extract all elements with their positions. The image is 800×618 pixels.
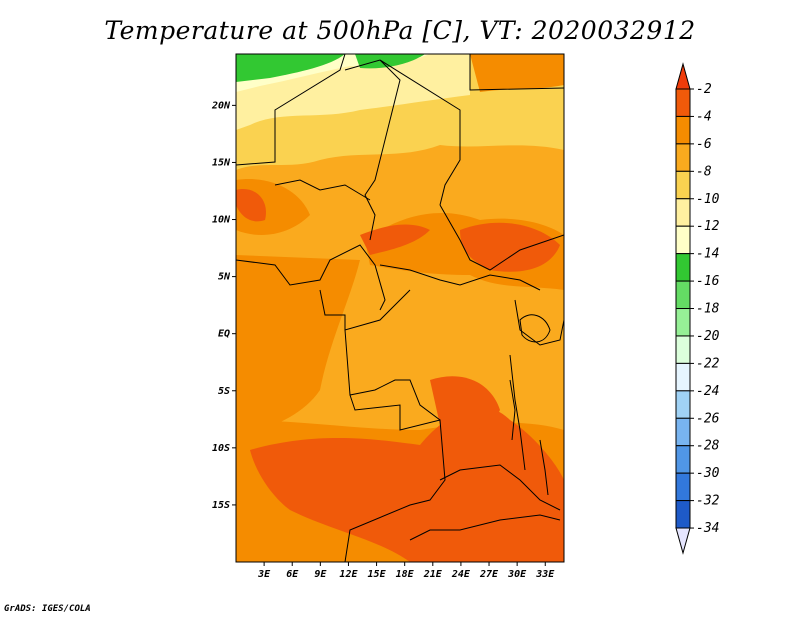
field-central-hot: [360, 224, 430, 255]
lon-tick-label: 21E: [423, 569, 443, 580]
colorbar-swatch: [675, 170, 691, 200]
colorbar-swatch: [675, 390, 691, 419]
field-nw-hot: [236, 189, 266, 222]
colorbar: -2 -4 -6 -8 -10 -12 -14 -16 -18 -20 -22 -24 -26 -28 -3…: [675, 62, 720, 555]
lake-malawi: [539, 439, 549, 496]
border-7: [379, 264, 541, 291]
colorbar-label: -26: [696, 411, 720, 426]
colorbar-top-arrow: [675, 62, 691, 90]
colorbar-swatch: [675, 280, 691, 310]
colorbar-label: -6: [696, 137, 712, 152]
lon-tick-label: 24E: [451, 569, 471, 580]
colorbar-swatch: [675, 335, 691, 364]
lon-tick-label: 18E: [396, 569, 415, 580]
colorbar-label: -12: [696, 219, 720, 234]
map-frame: [235, 53, 565, 563]
lat-tick-label: EQ: [218, 329, 230, 340]
field-ne-warm: [470, 54, 564, 92]
lakes: [509, 314, 551, 496]
field-west-warm: [236, 255, 360, 440]
colorbar-swatch: [675, 115, 691, 145]
colorbar-label: -34: [696, 521, 719, 536]
border-1: [236, 54, 346, 166]
colorbar-swatch: [675, 500, 691, 529]
colorbar-bottom-arrow: [675, 527, 691, 555]
lon-tick-label: 9E: [314, 569, 327, 580]
lon-tick-label: 15E: [368, 569, 387, 580]
lat-tick-label: 15N: [212, 157, 231, 168]
colorbar-swatch: [675, 417, 691, 447]
lake-tanganyika: [509, 379, 516, 441]
field-band-minus14: [236, 54, 345, 82]
border-8: [439, 204, 564, 271]
colorbar-label: -32: [696, 494, 720, 509]
field-east-hot: [460, 222, 560, 272]
colorbar-swatch: [675, 88, 691, 117]
lat-tick-label: 20N: [211, 100, 231, 111]
border-3: [364, 59, 401, 241]
colorbar-label: -22: [696, 356, 720, 371]
chart-title: Temperature at 500hPa [C], VT: 202003291…: [104, 16, 696, 45]
lon-tick-label: 30E: [507, 569, 527, 580]
lat-tick-label: 5S: [218, 386, 230, 397]
lat-tick-label: 10N: [212, 215, 231, 226]
colorbar-label: -28: [696, 439, 720, 454]
latitude-axis: 20N 15N 10N 5N EQ 5S 10S 15S: [211, 100, 236, 511]
colorbar-swatch: [675, 253, 691, 282]
border-14: [509, 354, 526, 471]
border-2: [344, 59, 461, 206]
lat-tick-label: 15S: [212, 500, 230, 511]
lake-victoria: [519, 314, 551, 343]
border-5: [274, 179, 371, 201]
temperature-field: [236, 54, 564, 562]
colorbar-label: -20: [696, 329, 720, 344]
lon-tick-label: 3E: [257, 569, 271, 580]
colorbar-label: -24: [696, 384, 719, 399]
colorbar-label: -14: [696, 247, 719, 262]
field-band-minus14-b: [355, 54, 425, 69]
colorbar-label: -10: [696, 192, 720, 207]
colorbar-swatch: [675, 472, 691, 502]
lon-tick-label: 6E: [286, 569, 299, 580]
border-13: [514, 299, 564, 346]
credit-text: GrADS: IGES/COLA: [4, 604, 91, 614]
border-6: [236, 244, 386, 311]
colorbar-swatch: [675, 225, 691, 255]
colorbar-swatch: [675, 143, 691, 172]
colorbar-label: -8: [696, 164, 712, 179]
colorbar-label: -2: [696, 82, 712, 97]
lon-tick-label: 12E: [339, 569, 358, 580]
lat-tick-label: 10S: [212, 443, 230, 454]
country-borders: [236, 54, 564, 562]
colorbar-label: -30: [696, 466, 720, 481]
longitude-axis: 3E 6E 9E 12E 15E 18E 21E 24E 27E 30E 33E: [257, 562, 555, 580]
colorbar-swatch: [675, 445, 691, 474]
colorbar-swatch: [675, 362, 691, 392]
colorbar-swatch: [675, 308, 691, 337]
colorbar-label: -16: [696, 274, 720, 289]
colorbar-swatch: [675, 198, 691, 227]
border-4: [469, 54, 564, 91]
border-15: [409, 514, 561, 541]
colorbar-label: -18: [696, 302, 720, 317]
border-12: [439, 464, 561, 511]
lon-tick-label: 33E: [535, 569, 555, 580]
lon-tick-label: 27E: [479, 569, 499, 580]
field-east-central-hot: [430, 376, 500, 433]
colorbar-label: -4: [696, 109, 712, 124]
lat-tick-label: 5N: [218, 272, 231, 283]
border-11: [344, 394, 446, 562]
